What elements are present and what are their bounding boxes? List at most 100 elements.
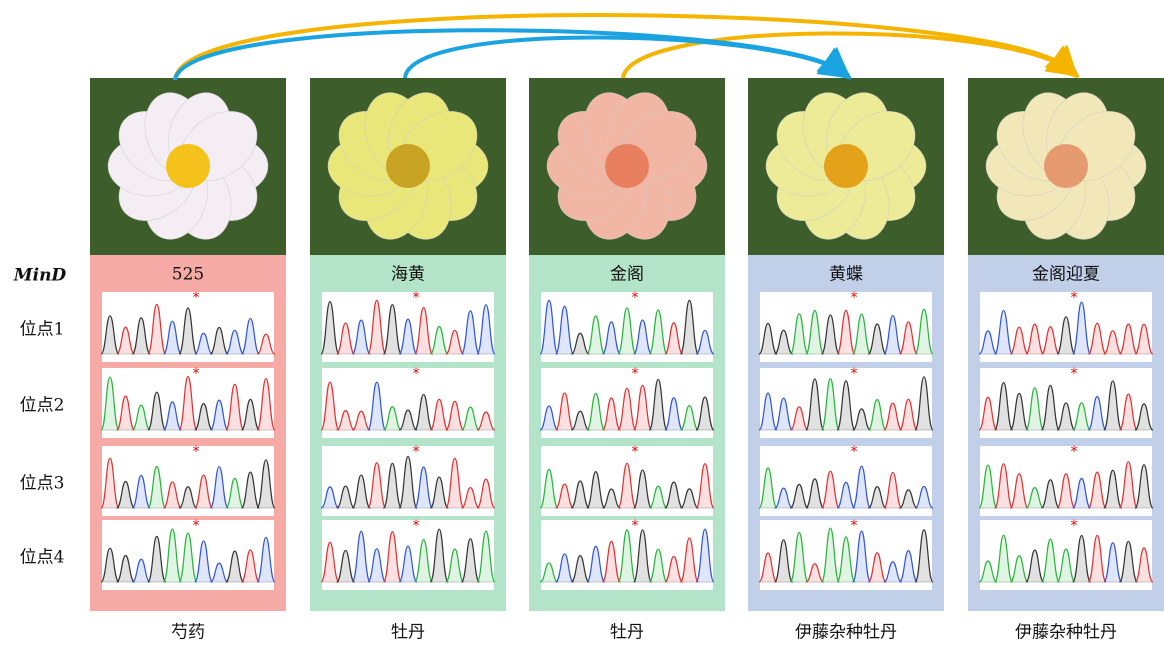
variant-marker: * xyxy=(851,366,858,382)
peak xyxy=(1009,326,1029,355)
peak xyxy=(1041,326,1060,355)
peak xyxy=(240,549,260,583)
site-label: 位点2 xyxy=(20,396,65,416)
flower-center xyxy=(386,144,430,188)
peak xyxy=(209,399,229,431)
peak xyxy=(1056,473,1076,509)
peak xyxy=(805,478,825,509)
peak xyxy=(240,471,260,509)
peak xyxy=(994,381,1014,431)
chromatogram xyxy=(322,292,494,362)
peak xyxy=(383,406,402,431)
peak xyxy=(914,308,934,355)
peak xyxy=(836,380,856,431)
chromatogram xyxy=(322,368,494,438)
peak xyxy=(382,462,402,509)
peak xyxy=(162,528,182,583)
peak xyxy=(194,332,213,355)
peak xyxy=(194,540,214,583)
peak xyxy=(1040,538,1060,583)
peak xyxy=(586,315,606,355)
peak xyxy=(225,477,245,509)
peak xyxy=(1118,461,1138,509)
header-label: MinD xyxy=(13,266,67,286)
peak xyxy=(1025,387,1045,431)
site-labels: 位点1 位点2 位点3 位点4 xyxy=(20,320,65,568)
peak xyxy=(978,560,998,583)
variant-marker: * xyxy=(1071,444,1078,460)
peak xyxy=(820,527,840,583)
peak xyxy=(336,410,355,431)
peak xyxy=(256,333,276,355)
peak xyxy=(836,309,856,355)
flower-center xyxy=(605,144,649,188)
peak xyxy=(163,401,182,431)
peak xyxy=(539,562,559,583)
peak xyxy=(602,488,621,509)
peak xyxy=(1009,473,1029,509)
peak xyxy=(617,387,637,431)
peak xyxy=(883,314,903,355)
peak xyxy=(336,322,356,355)
peak xyxy=(852,530,872,583)
peak xyxy=(539,468,559,509)
peak xyxy=(883,561,903,583)
peak xyxy=(539,299,559,355)
peak xyxy=(664,397,684,431)
peak xyxy=(774,487,793,509)
peak xyxy=(601,540,621,583)
site-label: 位点3 xyxy=(20,474,65,494)
peak xyxy=(664,555,684,583)
peak xyxy=(256,459,276,509)
peak xyxy=(836,536,856,583)
peak xyxy=(147,535,167,583)
peak xyxy=(664,481,684,509)
chromatogram xyxy=(541,368,713,438)
chromatogram xyxy=(541,520,713,590)
peak xyxy=(617,529,637,583)
peak xyxy=(367,462,387,509)
peak xyxy=(225,383,245,431)
peak xyxy=(648,548,668,583)
peak xyxy=(1103,380,1123,431)
peak xyxy=(570,410,590,431)
chromatogram xyxy=(980,446,1152,516)
peak xyxy=(774,397,794,431)
variant-marker: * xyxy=(851,518,858,534)
peak xyxy=(758,467,778,509)
peak xyxy=(994,463,1014,509)
peak xyxy=(429,325,449,355)
chromatogram xyxy=(322,520,494,590)
variant-marker: * xyxy=(632,444,639,460)
peak xyxy=(414,538,434,583)
peak xyxy=(116,554,135,583)
peak xyxy=(100,547,120,583)
peak xyxy=(570,332,590,355)
peak xyxy=(194,474,214,509)
variant-marker: * xyxy=(632,290,639,306)
peak xyxy=(1103,542,1123,583)
peak xyxy=(445,329,465,355)
peak xyxy=(147,465,167,509)
variant-marker: * xyxy=(413,518,420,534)
peak xyxy=(240,398,260,431)
peak xyxy=(852,313,872,355)
peak xyxy=(1118,323,1138,355)
peak xyxy=(320,486,340,509)
peak xyxy=(555,553,574,583)
peak xyxy=(1072,301,1092,355)
peak xyxy=(1025,323,1045,355)
peak xyxy=(320,541,340,583)
chromatogram xyxy=(760,368,932,438)
peak xyxy=(1041,479,1060,509)
peak xyxy=(633,529,653,583)
variant-marker: * xyxy=(851,290,858,306)
peak xyxy=(367,381,387,431)
peak xyxy=(351,410,371,431)
peak xyxy=(256,378,276,431)
peak xyxy=(445,548,465,583)
peak xyxy=(398,409,418,431)
peak xyxy=(256,536,276,583)
peak xyxy=(398,545,418,583)
